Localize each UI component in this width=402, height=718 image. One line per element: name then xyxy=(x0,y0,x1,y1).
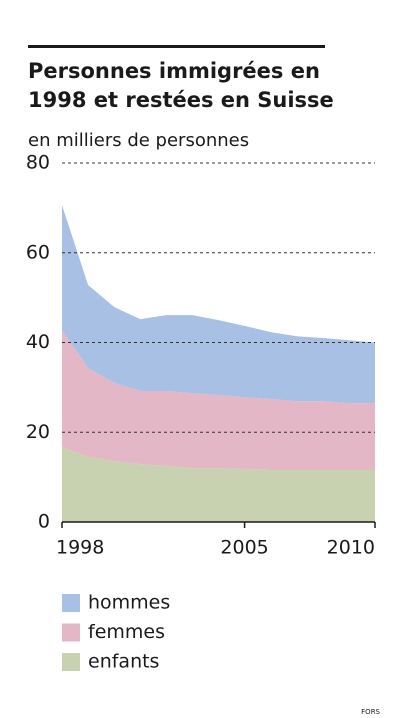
legend-label: femmes xyxy=(88,621,165,643)
legend-swatch xyxy=(62,623,80,642)
y-tick-label: 60 xyxy=(26,241,50,263)
source: FORS xyxy=(361,708,380,716)
legend-label: enfants xyxy=(88,651,159,673)
area xyxy=(62,329,375,470)
y-tick-label: 80 xyxy=(26,152,50,174)
title-rule xyxy=(28,45,325,48)
area xyxy=(62,205,375,404)
legend-label: hommes xyxy=(88,592,170,614)
x-tick-label: 2010 xyxy=(327,537,375,559)
chart-title: Personnes immigrées en xyxy=(28,59,320,83)
legend-swatch xyxy=(62,594,80,612)
y-tick-label: 0 xyxy=(38,511,50,533)
x-tick-label: 1998 xyxy=(56,537,104,559)
x-tick-label: 2005 xyxy=(220,537,268,559)
y-tick-label: 20 xyxy=(26,421,50,443)
chart-title: 1998 et restées en Suisse xyxy=(28,88,334,112)
area xyxy=(62,447,375,522)
y-tick-label: 40 xyxy=(26,331,50,353)
chart-subtitle: en milliers de personnes xyxy=(28,130,249,151)
legend-swatch xyxy=(62,653,80,671)
